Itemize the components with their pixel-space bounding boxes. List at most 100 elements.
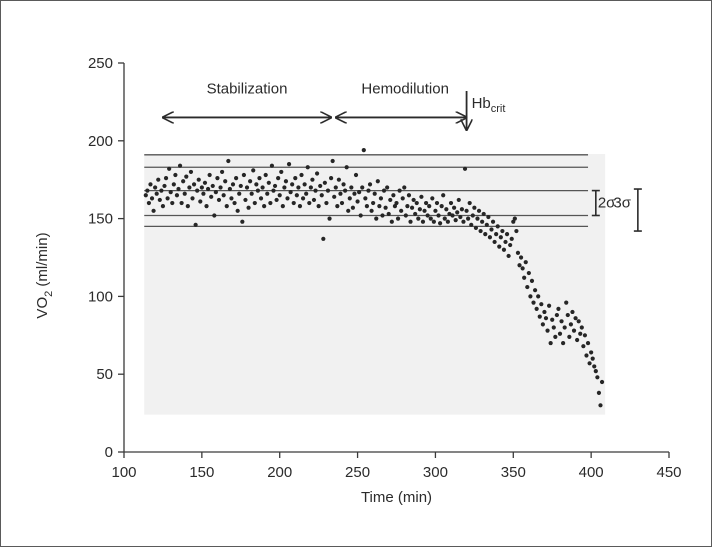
data-point: [226, 158, 231, 164]
data-point: [448, 200, 454, 206]
data-point: [156, 177, 161, 182]
data-point: [377, 204, 382, 209]
data-point: [311, 197, 317, 203]
data-point: [405, 204, 410, 209]
data-point: [425, 213, 430, 218]
data-point: [394, 200, 399, 206]
data-point: [551, 325, 556, 330]
data-point: [567, 334, 572, 339]
data-point: [571, 328, 577, 333]
data-point: [159, 188, 164, 193]
data-point: [590, 356, 595, 361]
data-point: [481, 211, 486, 217]
data-point: [153, 185, 158, 190]
data-point: [456, 197, 461, 203]
data-point: [257, 176, 262, 181]
data-point: [385, 185, 390, 190]
data-point: [557, 331, 563, 336]
data-point: [494, 232, 499, 237]
data-point: [324, 200, 329, 206]
y-tick-label: 50: [96, 366, 113, 383]
data-point: [526, 270, 531, 276]
data-point: [578, 331, 583, 336]
data-point: [146, 200, 152, 206]
data-point: [570, 309, 575, 315]
data-point: [531, 300, 536, 305]
data-point: [246, 205, 251, 210]
data-point: [187, 185, 192, 190]
data-point: [596, 390, 602, 395]
data-point: [215, 176, 220, 181]
data-point: [163, 176, 169, 181]
data-point: [190, 196, 195, 201]
data-point: [347, 196, 352, 201]
data-point: [279, 169, 284, 175]
data-point: [305, 165, 310, 170]
data-point: [216, 197, 222, 203]
data-point: [283, 179, 289, 184]
data-point: [430, 196, 435, 201]
data-point: [212, 213, 217, 218]
data-point: [400, 196, 405, 201]
data-point: [592, 364, 597, 369]
data-point: [302, 182, 307, 187]
data-point: [349, 185, 354, 190]
x-tick-label: 450: [656, 464, 681, 481]
data-point: [148, 182, 153, 187]
stabilization-label: Stabilization: [207, 80, 288, 97]
data-point: [232, 200, 237, 206]
data-point: [234, 176, 239, 181]
data-point: [581, 344, 586, 349]
hemodilution-label: Hemodilution: [361, 80, 449, 97]
data-point: [503, 239, 508, 245]
hbcrit-label: Hbcrit: [472, 95, 506, 115]
data-point: [483, 232, 488, 237]
data-point: [290, 182, 295, 187]
data-point: [202, 180, 208, 185]
data-point: [438, 221, 443, 226]
data-point: [547, 303, 552, 308]
data-point: [411, 197, 416, 203]
data-point: [579, 325, 584, 330]
data-point: [294, 193, 299, 198]
data-point: [255, 188, 261, 193]
data-point: [229, 196, 234, 201]
data-point: [589, 350, 594, 355]
data-point: [459, 207, 464, 212]
data-point: [381, 188, 387, 193]
data-point: [330, 158, 335, 164]
data-point: [517, 263, 522, 268]
y-tick-label: 250: [88, 55, 113, 72]
data-point: [500, 228, 505, 234]
data-point: [205, 186, 211, 192]
data-point: [196, 177, 201, 182]
data-point: [171, 182, 176, 187]
data-point: [525, 284, 530, 290]
data-point: [442, 216, 447, 221]
data-point: [343, 188, 348, 193]
data-point: [350, 205, 355, 210]
data-point: [143, 193, 148, 198]
x-tick-label: 200: [267, 464, 292, 481]
data-point: [439, 204, 444, 209]
data-point: [576, 319, 581, 324]
data-point: [434, 200, 440, 206]
data-point: [506, 253, 511, 259]
data-point: [338, 191, 343, 196]
data-point: [167, 166, 172, 171]
data-point: [369, 208, 374, 213]
data-point: [537, 314, 542, 319]
data-point: [341, 182, 346, 187]
data-point: [413, 211, 418, 217]
data-point: [149, 196, 155, 201]
data-point: [191, 182, 197, 187]
y-axis-title-main: VO: [34, 297, 51, 319]
data-point: [210, 183, 215, 189]
data-point: [170, 200, 175, 206]
three-sigma-label: 3σ: [613, 195, 631, 212]
data-point: [177, 163, 183, 168]
data-point: [145, 188, 150, 193]
data-point: [154, 191, 159, 196]
data-point: [254, 182, 259, 187]
data-point: [529, 278, 535, 283]
